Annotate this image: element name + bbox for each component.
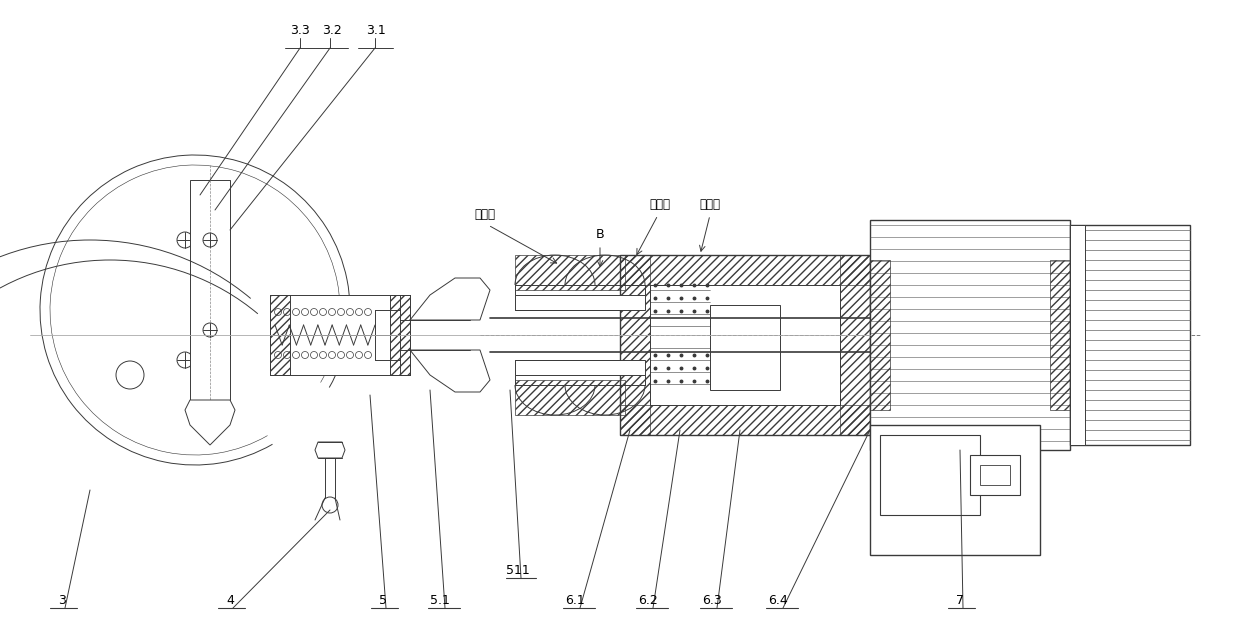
- Text: 6.4: 6.4: [768, 593, 787, 607]
- Bar: [880, 435, 980, 515]
- Bar: [980, 465, 1011, 485]
- Circle shape: [301, 352, 309, 359]
- Bar: [1070, 225, 1085, 445]
- Bar: [711, 305, 780, 390]
- Circle shape: [356, 309, 362, 316]
- Circle shape: [284, 352, 290, 359]
- Text: 7: 7: [956, 593, 963, 607]
- Bar: [970, 455, 1021, 495]
- Text: 5: 5: [379, 593, 387, 607]
- Circle shape: [329, 309, 336, 316]
- Bar: [515, 295, 645, 310]
- Bar: [620, 405, 870, 435]
- Text: B: B: [595, 228, 604, 242]
- Circle shape: [310, 309, 317, 316]
- Bar: [515, 255, 625, 290]
- Bar: [190, 180, 229, 400]
- Circle shape: [301, 309, 309, 316]
- Circle shape: [322, 497, 339, 513]
- Circle shape: [329, 352, 336, 359]
- Circle shape: [293, 352, 300, 359]
- Circle shape: [293, 309, 300, 316]
- Text: 高压油: 高压油: [475, 208, 496, 222]
- Text: 5.1: 5.1: [430, 593, 450, 607]
- Text: 3.3: 3.3: [290, 24, 310, 36]
- Circle shape: [356, 352, 362, 359]
- Bar: [1050, 260, 1070, 410]
- Circle shape: [346, 352, 353, 359]
- Bar: [515, 360, 645, 375]
- Circle shape: [365, 352, 372, 359]
- Circle shape: [365, 309, 372, 316]
- Bar: [515, 380, 625, 415]
- Circle shape: [177, 352, 193, 368]
- Bar: [839, 255, 870, 435]
- Circle shape: [320, 352, 326, 359]
- Text: 6.1: 6.1: [565, 593, 585, 607]
- Circle shape: [274, 352, 281, 359]
- Circle shape: [346, 309, 353, 316]
- Text: 3.2: 3.2: [322, 24, 342, 36]
- Text: 3.1: 3.1: [366, 24, 386, 36]
- Bar: [270, 295, 290, 375]
- Bar: [270, 295, 401, 375]
- Circle shape: [337, 352, 345, 359]
- Bar: [620, 255, 870, 435]
- Bar: [620, 255, 870, 285]
- Circle shape: [337, 309, 345, 316]
- Bar: [870, 425, 1040, 555]
- Text: 回油口: 回油口: [650, 198, 671, 212]
- Circle shape: [177, 232, 193, 248]
- Text: 6.3: 6.3: [702, 593, 722, 607]
- Text: 4: 4: [226, 593, 234, 607]
- Bar: [325, 458, 335, 498]
- Text: 511: 511: [506, 563, 529, 577]
- Bar: [1070, 225, 1190, 445]
- Circle shape: [310, 352, 317, 359]
- Bar: [870, 260, 890, 410]
- Polygon shape: [315, 442, 345, 458]
- Text: 3: 3: [58, 593, 66, 607]
- Bar: [650, 285, 839, 405]
- Circle shape: [274, 309, 281, 316]
- Polygon shape: [185, 400, 236, 445]
- Bar: [620, 255, 650, 435]
- Circle shape: [320, 309, 326, 316]
- Text: 高压油: 高压油: [699, 198, 720, 212]
- Circle shape: [203, 323, 217, 337]
- Bar: [870, 220, 1070, 450]
- Circle shape: [117, 361, 144, 389]
- Circle shape: [203, 233, 217, 247]
- Text: 6.2: 6.2: [639, 593, 658, 607]
- Bar: [391, 295, 410, 375]
- Circle shape: [284, 309, 290, 316]
